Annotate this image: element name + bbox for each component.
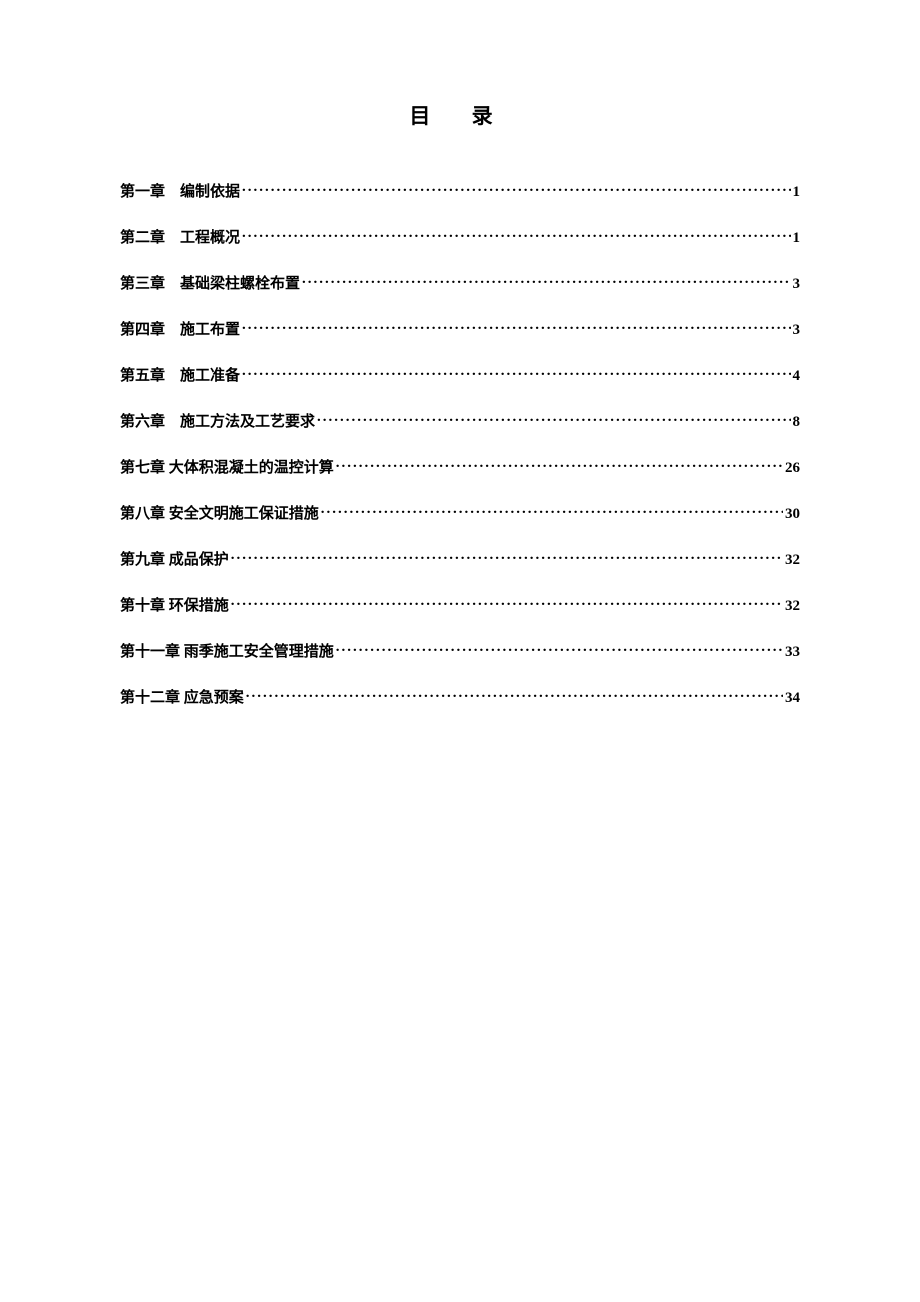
toc-dots [246,687,783,702]
toc-entry: 第九章 成品保护 32 [120,548,800,569]
toc-dots [302,273,790,288]
toc-entry-label: 第三章 基础梁柱螺栓布置 [120,272,300,293]
toc-entry-label: 第十章 环保措施 [120,594,229,615]
toc-entry-label: 第九章 成品保护 [120,548,229,569]
toc-entry-page: 32 [785,598,800,615]
toc-entry: 第一章 编制依据 1 [120,180,800,201]
toc-entry-page: 3 [793,322,801,339]
toc-entry-page: 3 [793,276,801,293]
toc-entry-page: 8 [793,414,801,431]
toc-dots [321,503,783,518]
toc-dots [242,319,790,334]
toc-entry-label: 第一章 编制依据 [120,180,240,201]
toc-entry-label: 第八章 安全文明施工保证措施 [120,502,319,523]
toc-entry: 第二章 工程概况 1 [120,226,800,247]
toc-dots [317,411,790,426]
toc-entry-label: 第四章 施工布置 [120,318,240,339]
toc-dots [336,457,783,472]
toc-entry-page: 34 [785,690,800,707]
toc-entry-page: 1 [793,184,801,201]
toc-entry-label: 第二章 工程概况 [120,226,240,247]
toc-entry-page: 26 [785,460,800,477]
toc-list: 第一章 编制依据 1 第二章 工程概况 1 第三章 基础梁柱螺栓布置 3 第四章… [120,180,800,707]
toc-dots [242,181,790,196]
toc-entry-page: 30 [785,506,800,523]
toc-entry-label: 第六章 施工方法及工艺要求 [120,410,315,431]
toc-entry: 第四章 施工布置 3 [120,318,800,339]
toc-entry: 第六章 施工方法及工艺要求 8 [120,410,800,431]
toc-entry: 第三章 基础梁柱螺栓布置 3 [120,272,800,293]
toc-dots [231,549,783,564]
toc-entry: 第十一章 雨季施工安全管理措施 33 [120,640,800,661]
toc-dots [242,365,790,380]
toc-title: 目 录 [120,100,800,130]
toc-dots [336,641,783,656]
toc-entry-label: 第七章 大体积混凝土的温控计算 [120,456,334,477]
toc-entry-page: 32 [785,552,800,569]
toc-entry: 第八章 安全文明施工保证措施 30 [120,502,800,523]
toc-entry: 第五章 施工准备 4 [120,364,800,385]
toc-entry: 第十章 环保措施 32 [120,594,800,615]
toc-dots [231,595,783,610]
toc-entry-page: 33 [785,644,800,661]
toc-entry-label: 第五章 施工准备 [120,364,240,385]
toc-entry-label: 第十一章 雨季施工安全管理措施 [120,640,334,661]
toc-dots [242,227,790,242]
toc-entry-label: 第十二章 应急预案 [120,686,244,707]
toc-entry-page: 1 [793,230,801,247]
toc-entry: 第十二章 应急预案 34 [120,686,800,707]
toc-entry: 第七章 大体积混凝土的温控计算 26 [120,456,800,477]
toc-entry-page: 4 [793,368,801,385]
